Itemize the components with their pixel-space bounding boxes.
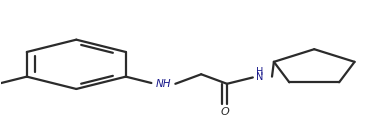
Text: N: N	[256, 72, 263, 82]
Text: NH: NH	[156, 79, 172, 89]
Text: O: O	[220, 107, 229, 117]
Text: H: H	[256, 67, 263, 77]
